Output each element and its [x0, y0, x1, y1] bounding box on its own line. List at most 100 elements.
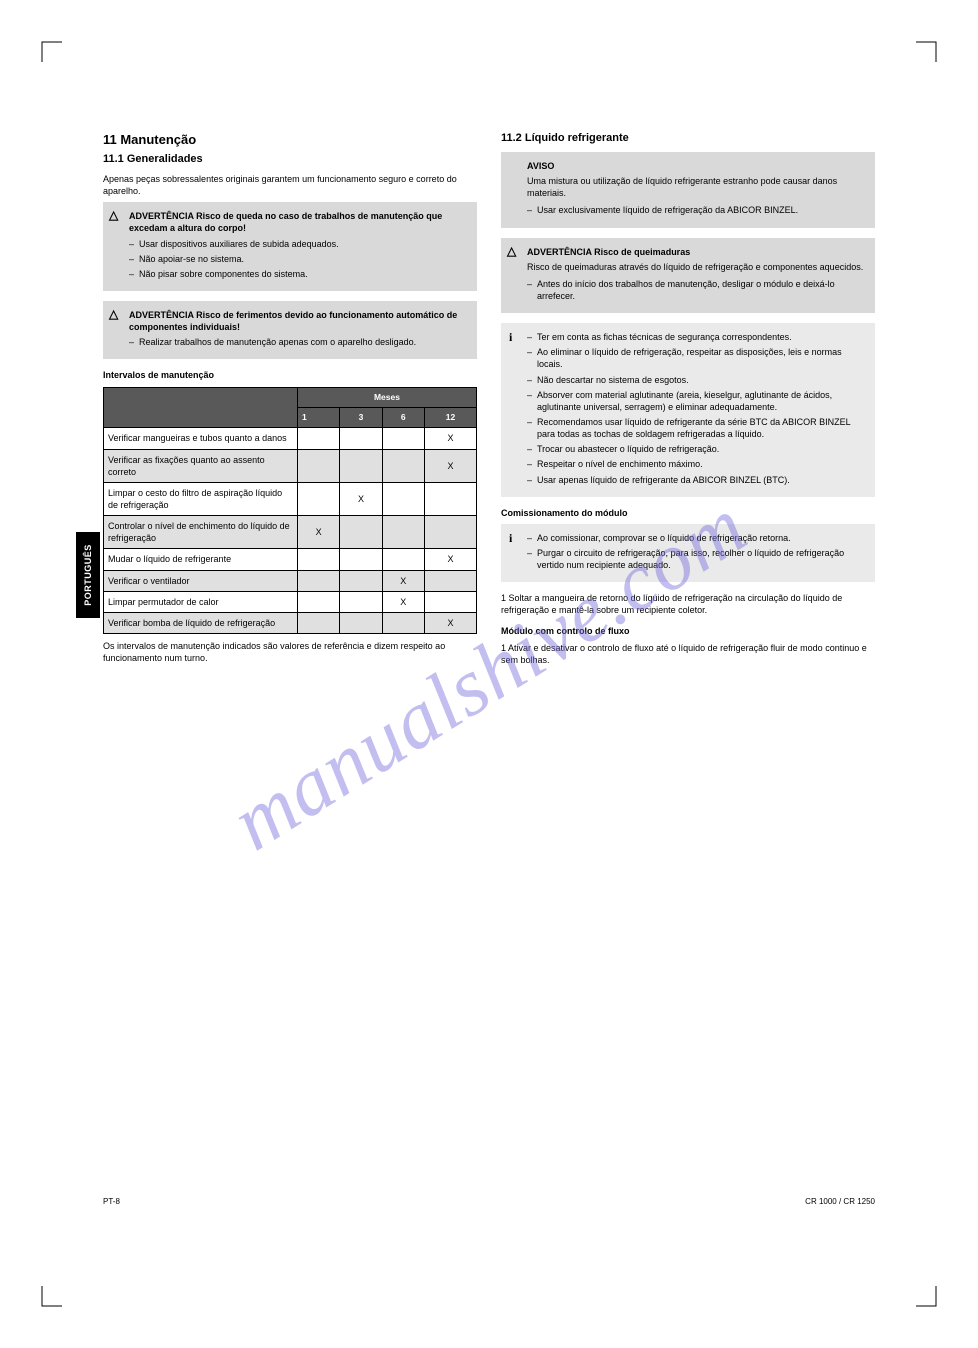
warning-icon: △ — [507, 244, 516, 258]
aviso-list: Usar exclusivamente líquido de refrigera… — [527, 204, 867, 216]
list-item: Recomendamos usar líquido de refrigerant… — [527, 416, 867, 440]
table-cell — [382, 612, 424, 633]
footer-refs: PT-8 CR 1000 / CR 1250 — [103, 1197, 875, 1206]
table-cell: X — [424, 612, 476, 633]
table-cell — [382, 449, 424, 482]
subsection-heading: 11.1 Generalidades — [103, 153, 477, 165]
table-subheader: 12 — [424, 408, 476, 428]
list-item: Usar dispositivos auxiliares de subida a… — [129, 238, 469, 250]
info-list-1: Ter em conta as fichas técnicas de segur… — [527, 331, 867, 486]
aviso-body: Uma mistura ou utilização de líquido ref… — [527, 175, 867, 199]
warning-list-3: Antes do início dos trabalhos de manuten… — [527, 278, 867, 302]
list-item: Ao eliminar o líquido de refrigeração, r… — [527, 346, 867, 370]
table-cell — [340, 449, 382, 482]
table-cell — [297, 449, 339, 482]
subsection-heading: 11.2 Líquido refrigerante — [501, 132, 875, 144]
warning-box-3: △ ADVERTÊNCIA Risco de queimaduras Risco… — [501, 238, 875, 314]
step-text: 1 Ativar e desativar o controlo de fluxo… — [501, 642, 875, 666]
table-cell — [340, 549, 382, 570]
table-cell-label: Limpar permutador de calor — [104, 591, 298, 612]
table-cell: X — [382, 591, 424, 612]
table-row: Limpar permutador de calor X — [104, 591, 477, 612]
table-cell — [340, 591, 382, 612]
table-cell — [424, 482, 476, 515]
language-tab-label: PORTUGUÊS — [83, 544, 93, 606]
table-cell-label: Verificar as fixações quanto ao assento … — [104, 449, 298, 482]
info-icon: i — [509, 531, 512, 546]
intro-text: Apenas peças sobressalentes originais ga… — [103, 173, 477, 197]
aviso-title: AVISO — [527, 160, 867, 172]
info-box-1: i Ter em conta as fichas técnicas de seg… — [501, 323, 875, 497]
crop-mark-tr — [916, 18, 960, 62]
step-text: 1 Soltar a mangueira de retorno do líqui… — [501, 592, 875, 616]
warning-title: ADVERTÊNCIA Risco de queda no caso de tr… — [129, 210, 469, 234]
table-cell — [382, 482, 424, 515]
table-cell — [340, 516, 382, 549]
table-row: Verificar bomba de líquido de refrigeraç… — [104, 612, 477, 633]
table-cell-label: Controlar o nível de enchimento do líqui… — [104, 516, 298, 549]
table-row: Mudar o líquido de refrigerante X — [104, 549, 477, 570]
table-cell — [382, 428, 424, 449]
section-heading: 11 Manutenção — [103, 132, 477, 147]
table-cell — [297, 428, 339, 449]
list-item: Respeitar o nível de enchimento máximo. — [527, 458, 867, 470]
table-cell: X — [424, 549, 476, 570]
table-subheader: 3 — [340, 408, 382, 428]
info-icon: i — [509, 330, 512, 345]
table-cell — [424, 570, 476, 591]
table-cell — [297, 612, 339, 633]
table-cell — [340, 428, 382, 449]
warning-title: ADVERTÊNCIA Risco de ferimentos devido a… — [129, 309, 469, 333]
table-cell — [424, 591, 476, 612]
crop-mark-tl — [18, 18, 62, 62]
list-item: Ao comissionar, comprovar se o líquido d… — [527, 532, 867, 544]
warning-title: ADVERTÊNCIA Risco de queimaduras — [527, 246, 867, 258]
table-cell-label: Limpar o cesto do filtro de aspiração lí… — [104, 482, 298, 515]
table-cell — [424, 516, 476, 549]
warning-list-1: Usar dispositivos auxiliares de subida a… — [129, 238, 469, 280]
aviso-box: AVISO Uma mistura ou utilização de líqui… — [501, 152, 875, 228]
table-subheader: 1 — [297, 408, 339, 428]
subsection-heading: Módulo com controlo de fluxo — [501, 625, 875, 637]
table-cell — [382, 549, 424, 570]
list-item: Antes do início dos trabalhos de manuten… — [527, 278, 867, 302]
warning-box-1: △ ADVERTÊNCIA Risco de queda no caso de … — [103, 202, 477, 291]
info-list-2: Ao comissionar, comprovar se o líquido d… — [527, 532, 867, 571]
list-item: Absorver com material aglutinante (areia… — [527, 389, 867, 413]
table-cell: X — [297, 516, 339, 549]
left-column: 11 Manutenção 11.1 Generalidades Apenas … — [103, 132, 477, 671]
table-cell: X — [382, 570, 424, 591]
list-item: Purgar o circuito de refrigeração, para … — [527, 547, 867, 571]
table-cell: X — [424, 449, 476, 482]
table-row: Controlar o nível de enchimento do líqui… — [104, 516, 477, 549]
list-item: Não pisar sobre componentes do sistema. — [129, 268, 469, 280]
page-ref-right: CR 1000 / CR 1250 — [805, 1197, 875, 1206]
list-item: Usar apenas líquido de refrigerante da A… — [527, 474, 867, 486]
warning-box-2: △ ADVERTÊNCIA Risco de ferimentos devido… — [103, 301, 477, 359]
table-cell — [297, 549, 339, 570]
table-cell — [340, 612, 382, 633]
table-cell-label: Mudar o líquido de refrigerante — [104, 549, 298, 570]
list-item: Não apoiar-se no sistema. — [129, 253, 469, 265]
table-cell — [340, 570, 382, 591]
table-cell-label: Verificar mangueiras e tubos quanto a da… — [104, 428, 298, 449]
right-column: 11.2 Líquido refrigerante AVISO Uma mist… — [501, 132, 875, 671]
table-cell: X — [424, 428, 476, 449]
table-row: Verificar o ventilador X — [104, 570, 477, 591]
list-item: Usar exclusivamente líquido de refrigera… — [527, 204, 867, 216]
table-subheader: 6 — [382, 408, 424, 428]
table-cell-label: Verificar bomba de líquido de refrigeraç… — [104, 612, 298, 633]
page-content: 11 Manutenção 11.1 Generalidades Apenas … — [103, 132, 875, 671]
table-cell — [297, 591, 339, 612]
table-row: Verificar as fixações quanto ao assento … — [104, 449, 477, 482]
table-cell — [297, 482, 339, 515]
list-item: Não descartar no sistema de esgotos. — [527, 374, 867, 386]
table-header: Meses — [297, 387, 476, 407]
table-cell-label: Verificar o ventilador — [104, 570, 298, 591]
list-item: Ter em conta as fichas técnicas de segur… — [527, 331, 867, 343]
table-row: Verificar mangueiras e tubos quanto a da… — [104, 428, 477, 449]
warning-icon: △ — [109, 307, 118, 321]
warning-icon: △ — [109, 208, 118, 222]
maintenance-table: Meses 1 3 6 12 Verificar mangueiras e tu… — [103, 387, 477, 634]
table-note: Os intervalos de manutenção indicados sã… — [103, 640, 477, 664]
